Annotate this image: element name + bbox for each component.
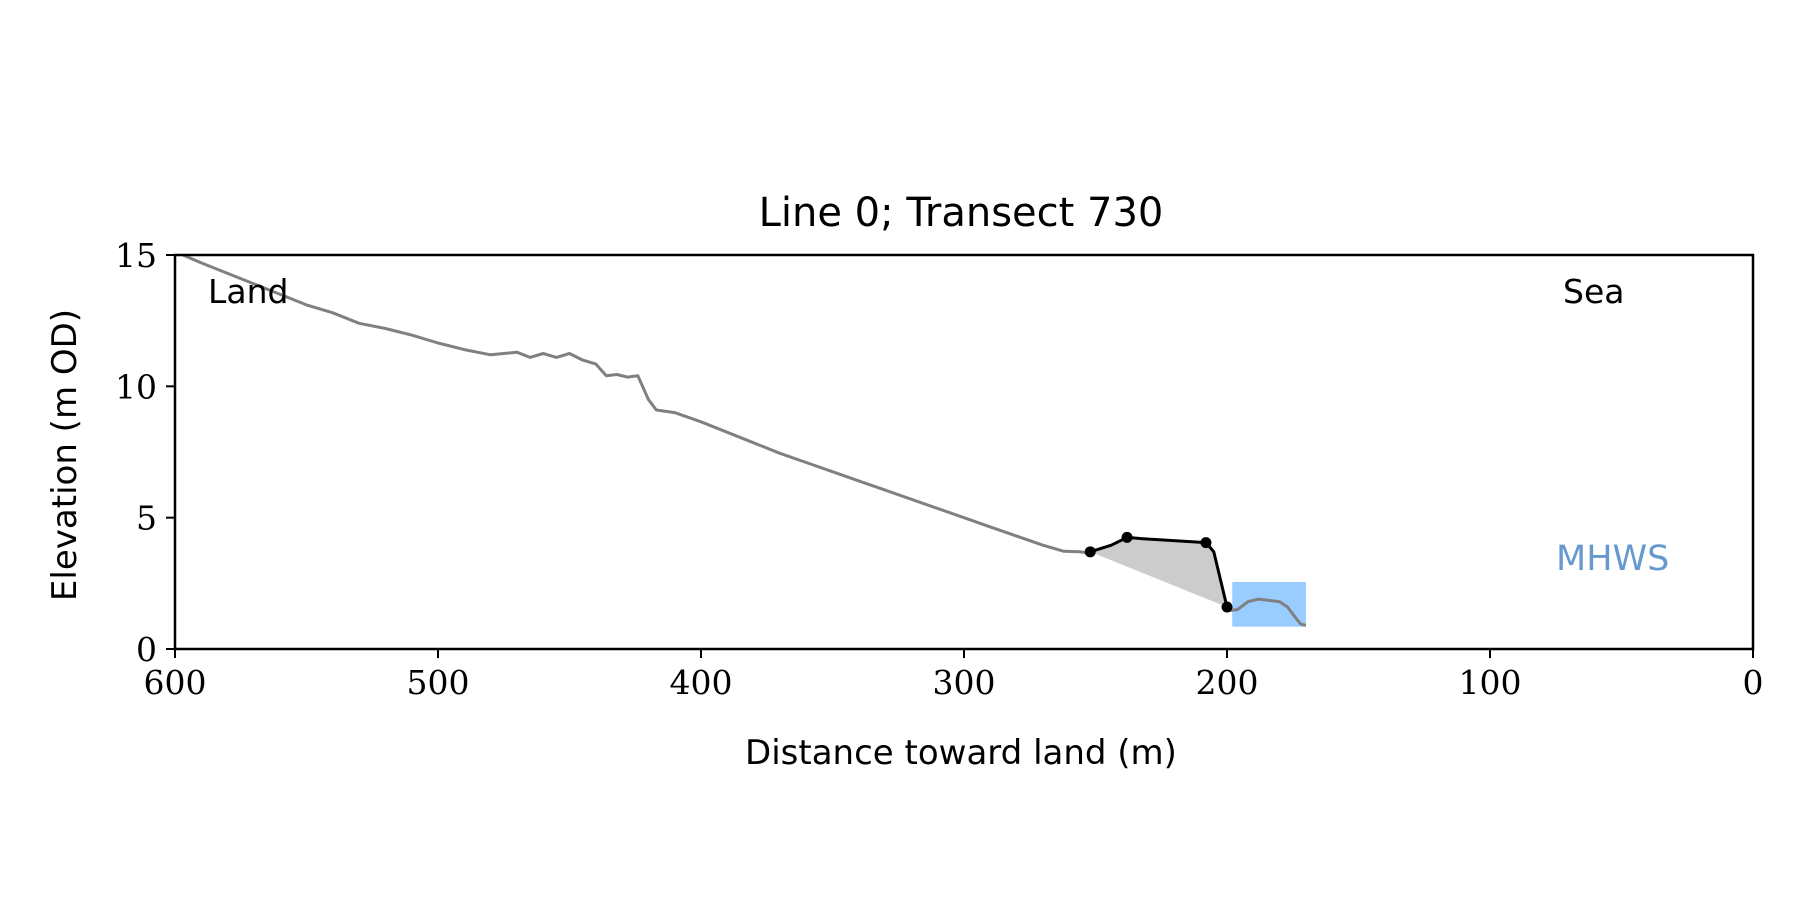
profile-line-1: [1226, 597, 1307, 627]
y-tick-label-2: 10: [115, 367, 157, 406]
x-tick-label-2: 400: [670, 663, 733, 702]
land-annotation: Land: [208, 272, 288, 311]
plot-layer: [182, 253, 1307, 627]
y-axis-label: Elevation (m OD): [45, 309, 85, 601]
x-axis-label: Distance toward land (m): [745, 733, 1177, 773]
x-tick-label-4: 200: [1196, 663, 1259, 702]
y-tick-label-3: 15: [115, 236, 157, 275]
feature-area: [1090, 537, 1227, 607]
feature-marker-3: [1221, 601, 1233, 613]
plot-frame: [173, 253, 1755, 651]
feature-marker-1: [1121, 531, 1133, 543]
x-tick-label-3: 300: [933, 663, 996, 702]
profile-line-0: [182, 253, 1091, 555]
feature-marker-0: [1084, 546, 1096, 558]
x-tick-label-5: 100: [1459, 663, 1522, 702]
x-tick-label-0: 600: [144, 663, 207, 702]
x-tick-label-1: 500: [407, 663, 470, 702]
chart-title: Line 0; Transect 730: [759, 190, 1164, 236]
feature-marker-2: [1200, 537, 1212, 549]
feature-line: [1089, 535, 1229, 608]
axes-layer: 600 500 400 300 200 100 0 0 5 10 15: [115, 236, 1764, 702]
x-tick-label-6: 0: [1743, 663, 1764, 702]
sea-annotation: Sea: [1563, 272, 1624, 311]
mhws-annotation: MHWS: [1556, 539, 1669, 579]
y-tick-label-0: 0: [136, 630, 157, 669]
y-tick-label-1: 5: [136, 499, 157, 538]
